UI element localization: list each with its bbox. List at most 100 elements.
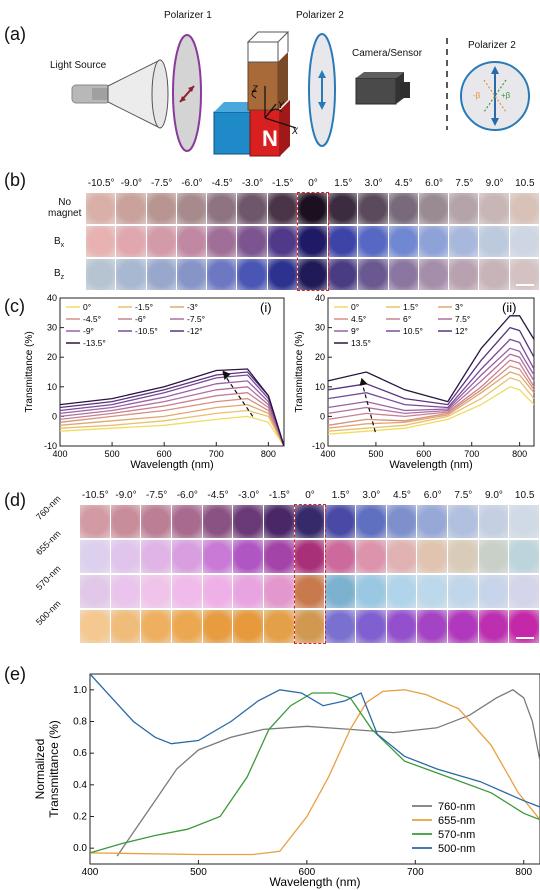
y-tick-label: 10 [315,382,325,392]
panel-b-image-tile [388,226,418,257]
panel-d-image-tile [202,575,233,608]
panel-d-image-tile [448,575,478,608]
panel-b-image-tile [86,226,116,257]
trend-arrow-head [222,370,231,380]
panel-b-angle-label: -6.0° [181,178,203,189]
plot-frame [59,297,285,447]
series-line [327,365,535,426]
row-label-no-magnet-line1: No [58,197,72,208]
panel-b-angle-label: 4.5° [394,178,413,189]
panel-b-image-tile [449,259,479,290]
panel-d-image-tile [110,610,141,643]
panel-b-image-tile [418,226,449,257]
panel-b-angle-label: 0° [308,178,318,189]
y-tick-label: 1.0 [73,685,87,696]
panel-d-image-tile [233,575,263,608]
x-axis-label: Wavelength (nm) [130,459,213,471]
panel-b-scale-bar [516,284,534,286]
panel-d-image-tile [172,540,202,573]
row-label-bz-sub: z [60,274,65,281]
series-line [59,415,285,447]
panel-d-angle-label: 6.0° [423,490,442,501]
panel-e-label: (e) [4,664,26,684]
panel-d-row-labels: 760-nm 655-nm 570-nm 500-nm [10,493,80,645]
panel-b-angle-label: -7.5° [151,178,173,189]
row-label-bx-sub: x [60,242,65,249]
panel-d-angle-label: 0° [305,490,315,501]
polarizer-2-icon [308,33,336,147]
legend-label: 0° [351,302,359,312]
series-line [327,347,535,412]
y-axis-label: Transmittance (%) [24,331,35,412]
panel-b-image-tile [116,193,146,224]
panel-b-angle-row: -10.5° -9.0° -7.5° -6.0° -4.5° -3.0° -1.5° 0° 1.… [86,178,540,192]
series-line [59,368,285,447]
chart-title: (ii) [502,300,516,315]
panel-b-image-tile [479,259,509,290]
panel-d-image-tile [448,610,478,643]
series-line [89,692,540,854]
legend-label: 760-nm [438,801,475,813]
y-tick-label: 20 [315,352,325,362]
panel-b-image-tile [479,193,509,224]
panel-b-image-tile [207,226,237,257]
y-tick-label: 0 [320,411,325,421]
legend-label: -10.5° [135,326,158,336]
x-tick-label: 700 [209,449,224,459]
x-tick-label: 400 [52,449,67,459]
y-axis-label-line2: Transmittance (%) [47,720,61,818]
y-tick-label: 30 [47,323,57,333]
panel-d-image-tile [141,540,171,573]
panel-d-angle-label: 10.5 [514,490,535,501]
panel-d-image-tile [80,575,110,608]
y-tick-label: -10 [44,441,57,451]
panel-d-image-tile [417,505,447,538]
panel-b-image-tile [358,259,388,290]
panel-d-angle-label: 9.0° [485,490,503,501]
panel-b-angle-label: 10.5 [515,178,535,189]
chart-title: (i) [260,300,272,315]
panel-d-scale-bar [516,637,534,639]
y-tick-label: 0.2 [73,812,87,823]
light-source-icon [71,59,169,129]
x-tick-label: 800 [515,867,532,878]
series-line [327,315,535,403]
legend-label: -4.5° [83,314,101,324]
series-line [59,386,285,447]
panel-b-image-tile [297,259,328,290]
panel-b-image-tile [86,259,116,290]
panel-d-image-tile [448,505,478,538]
panel-d-image-tile [202,540,233,573]
panel-b-angle-label: -10.5° [87,178,115,189]
row-label-no-magnet: No magnet [48,197,81,219]
series-line [59,403,285,447]
panel-d-image-tile [110,505,141,538]
panel-b-row-labels: No magnet Bx Bz [40,196,84,292]
y-tick-label: 0 [52,411,57,421]
panel-d-row-label: 570-nm [34,563,63,593]
panel-b-angle-label: 3.0° [364,178,383,189]
y-tick-label: -10 [312,441,325,451]
panel-d-image-tile [264,575,294,608]
series-line [327,386,535,435]
axis-x-label: X [291,126,299,136]
panel-b-image-tile [388,193,418,224]
panel-b-image-tile [237,226,267,257]
panel-a-schematic: N Z Y X -β +β [71,31,530,157]
panel-d-image-tile [478,540,509,573]
series-line [327,338,535,409]
x-axis-label: Wavelength (nm) [389,459,472,471]
panel-d-angle-label: -9.0° [115,490,137,501]
panel-d-image-tile [509,540,539,573]
legend-label: 13.5° [351,338,371,348]
minus-beta-label: -β [473,91,481,100]
panel-b-image-tile [237,193,267,224]
panel-d-image-tile [325,610,355,643]
panel-d-image-tile [509,505,539,538]
series-line [59,397,285,447]
x-tick-label: 800 [261,449,276,459]
panel-b-image-tile [146,226,176,257]
legend-label: 6° [403,314,411,324]
polarizer-1-label: Polarizer 1 [164,10,212,21]
panel-d-image-tile [448,540,478,573]
